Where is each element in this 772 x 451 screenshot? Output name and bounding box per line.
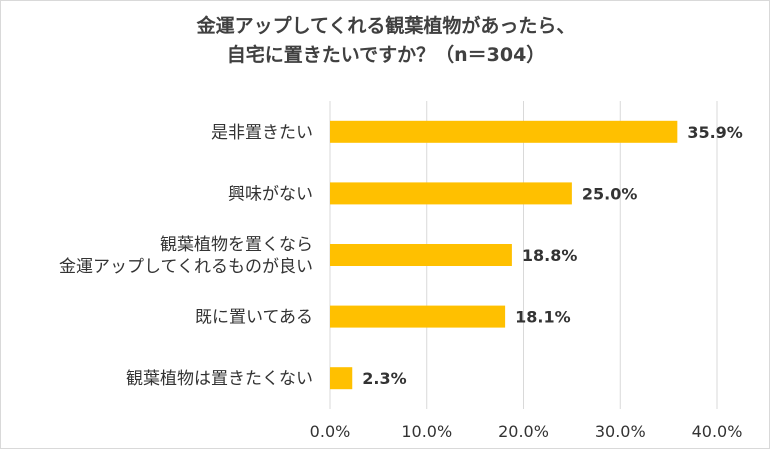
bar [330, 182, 572, 205]
category-label: 是非置きたい [211, 123, 313, 143]
bars [330, 120, 678, 390]
bar [330, 367, 353, 390]
bar [330, 305, 506, 328]
category-label: 既に置いてある [195, 308, 313, 328]
chart-title-line-2: 自宅に置きたいですか？（n＝304） [226, 44, 546, 66]
x-tick-label: 20.0% [498, 422, 549, 441]
bar [330, 120, 678, 143]
x-tick-label: 0.0% [310, 422, 351, 441]
data-label: 18.1% [515, 308, 571, 327]
category-label: 金運アップしてくれるものが良い [59, 257, 313, 277]
category-label: 興味がない [228, 184, 313, 204]
data-label: 25.0% [582, 184, 638, 203]
data-label: 35.9% [687, 123, 743, 142]
grid-lines [329, 101, 718, 409]
chart-title: 金運アップしてくれる観葉植物があったら、 自宅に置きたいですか？（n＝304） [0, 12, 772, 70]
category-label: 観葉植物を置くなら [160, 235, 313, 255]
bar [330, 244, 512, 266]
x-tick-label: 30.0% [595, 422, 646, 441]
chart-title-line-1: 金運アップしてくれる観葉植物があったら、 [196, 15, 576, 37]
x-tick-label: 10.0% [401, 422, 452, 441]
category-label: 観葉植物は置きたくない [126, 369, 313, 389]
data-label: 18.8% [522, 246, 578, 265]
labels: 0.0% 10.0% 20.0% 30.0% 40.0% 35.9% 是非置きたい 25.0%… [59, 123, 743, 441]
x-tick-label: 40.0% [692, 422, 743, 441]
data-label: 2.3% [362, 369, 406, 388]
